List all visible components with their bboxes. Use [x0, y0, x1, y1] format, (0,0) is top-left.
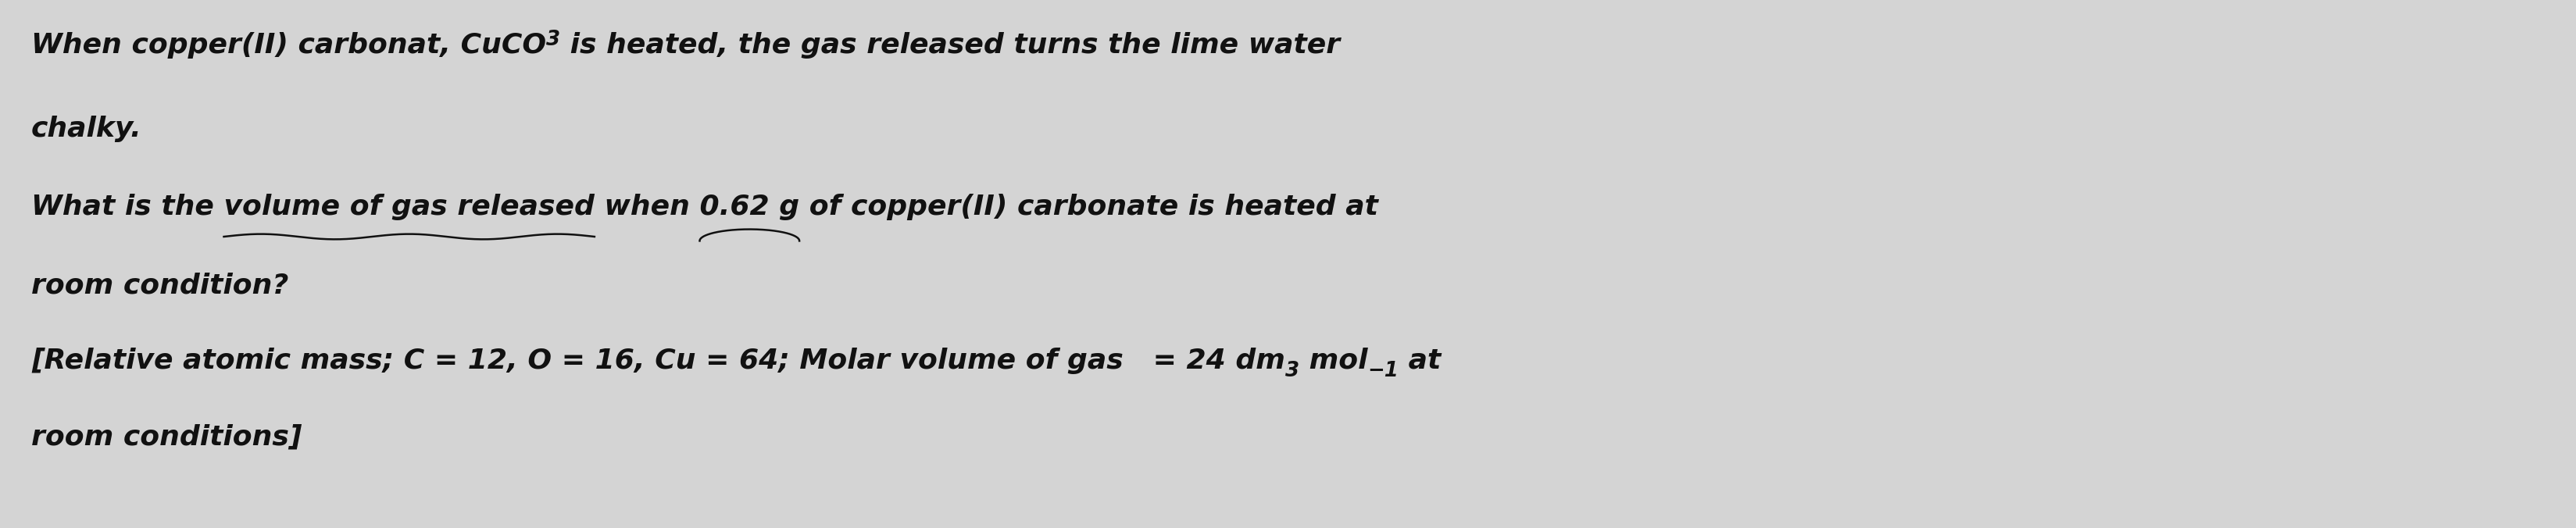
Text: mol: mol — [1298, 347, 1368, 374]
Text: chalky.: chalky. — [31, 116, 142, 142]
Text: −1: −1 — [1368, 361, 1399, 381]
Text: room conditions]: room conditions] — [31, 424, 301, 451]
Text: is heated, the gas released turns the lime water: is heated, the gas released turns the li… — [559, 32, 1340, 59]
Text: When copper(II) carbonat, CuCO: When copper(II) carbonat, CuCO — [31, 32, 546, 59]
Text: room condition?: room condition? — [31, 272, 289, 298]
Text: at: at — [1399, 347, 1440, 374]
Text: 3: 3 — [1285, 361, 1298, 381]
Text: What is the volume of gas released when 0.62 g of copper(II) carbonate is heated: What is the volume of gas released when … — [31, 194, 1378, 220]
Text: 3: 3 — [546, 30, 559, 50]
Text: [Relative atomic mass; C = 12, O = 16, Cu = 64; Molar volume of gas   = 24 dm: [Relative atomic mass; C = 12, O = 16, C… — [31, 347, 1285, 374]
